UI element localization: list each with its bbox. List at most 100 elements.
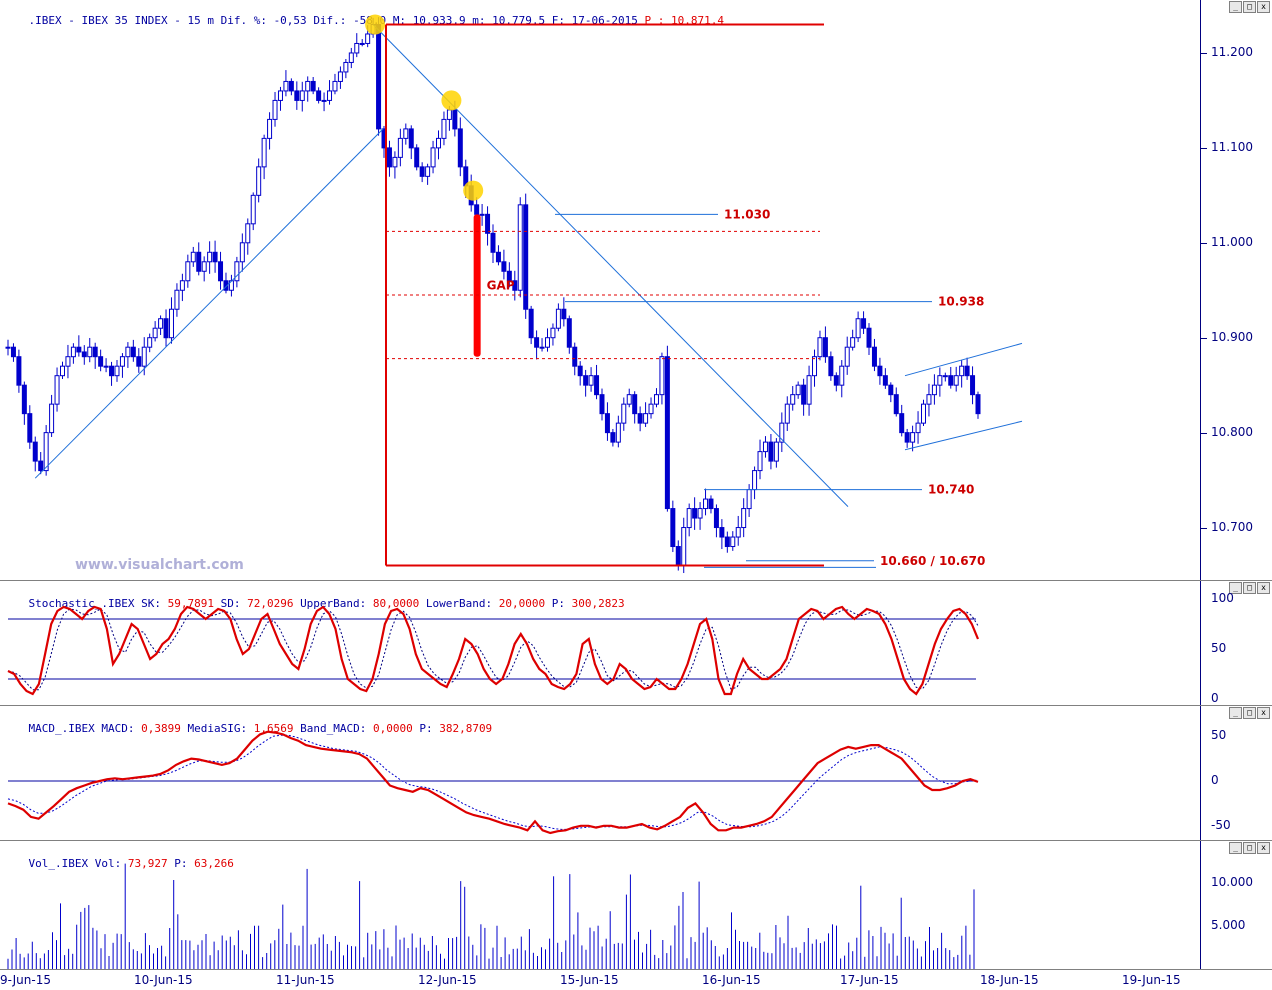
candle-body: [893, 394, 899, 415]
candle-body: [790, 394, 796, 405]
candle-body: [185, 261, 191, 282]
vol-close-button[interactable]: x: [1257, 842, 1270, 854]
candle-body: [436, 137, 442, 149]
stoch-minimize-button[interactable]: _: [1229, 582, 1242, 594]
candle-body: [648, 403, 654, 415]
uptrend-line: [34, 128, 384, 479]
macd-header: MACD_.IBEX MACD: 0,3899 MediaSIG: 1,6569…: [2, 708, 493, 750]
candle-body: [817, 337, 823, 358]
candle-body: [158, 318, 164, 329]
candle-body: [114, 365, 120, 377]
stochastic-panel[interactable]: Stochastic_.IBEX SK: 59,7891 SD: 72,0296…: [0, 580, 1272, 706]
candle-body: [839, 365, 845, 386]
sig-value: 1,6569: [253, 722, 294, 735]
macd-close-button[interactable]: x: [1257, 707, 1270, 719]
candle-body: [76, 346, 82, 353]
vol-maximize-button[interactable]: □: [1243, 842, 1256, 854]
candle-body: [223, 280, 229, 291]
candle-body: [741, 508, 747, 529]
price-tick-label: 10.900: [1211, 329, 1253, 344]
volume-panel[interactable]: Vol_.IBEX Vol: 73,927 P: 63,266 _ □ x 10…: [0, 840, 1272, 970]
candle-body: [98, 356, 104, 367]
price-tick-mark: [1201, 432, 1207, 434]
price-chart[interactable]: GAP 11.030 10.938 10.740 10.660 / 10.670: [0, 0, 1200, 580]
close-button[interactable]: x: [1257, 1, 1270, 13]
candle-body: [386, 147, 392, 168]
candle-body: [397, 137, 403, 158]
macd-chart[interactable]: [0, 706, 1200, 841]
stoch-maximize-button[interactable]: □: [1243, 582, 1256, 594]
macd-tick-label: 0: [1211, 773, 1219, 787]
candle-body: [408, 128, 414, 149]
candle-body: [708, 498, 714, 510]
candle-body: [163, 318, 169, 339]
dif-label: Dif.:: [313, 14, 347, 27]
macd-maximize-button[interactable]: □: [1243, 707, 1256, 719]
candle-body: [490, 232, 496, 253]
dif-pct-value: -0,53: [273, 14, 307, 27]
candle-body: [430, 147, 436, 168]
candle-body: [746, 489, 752, 510]
macd-p-value: 382,8709: [439, 722, 493, 735]
candle-body: [926, 394, 932, 405]
date-tick-label: 19-Jun-15: [1122, 973, 1181, 987]
candle-body: [495, 251, 501, 263]
candle-body: [861, 318, 867, 329]
band-label: Band_MACD:: [300, 722, 367, 735]
candle-body: [305, 80, 311, 92]
candle-body: [506, 270, 512, 282]
volume-window-buttons: _ □ x: [1229, 842, 1270, 854]
price-panel[interactable]: .IBEX - IBEX 35 INDEX - 15 m Dif. %: -0,…: [0, 0, 1272, 580]
vol-minimize-button[interactable]: _: [1229, 842, 1242, 854]
candle-body: [321, 99, 327, 102]
yellow-marker: [365, 14, 386, 35]
candle-body: [414, 147, 420, 168]
candle-body: [119, 356, 125, 367]
lower-value: 20,0000: [498, 597, 546, 610]
minimize-button[interactable]: _: [1229, 1, 1242, 13]
candle-body: [316, 90, 322, 101]
stoch-close-button[interactable]: x: [1257, 582, 1270, 594]
candle-body: [752, 470, 758, 491]
stochastic-axis: 100 50 0: [1200, 581, 1272, 706]
macd-value: 0,3899: [141, 722, 181, 735]
candle-body: [147, 337, 153, 348]
candle-body: [828, 356, 834, 377]
stochastic-chart[interactable]: [0, 581, 1200, 706]
candle-body: [32, 441, 38, 462]
candle-body: [87, 346, 93, 358]
gap-bar: [473, 214, 481, 357]
maximize-button[interactable]: □: [1243, 1, 1256, 13]
candle-body: [599, 394, 605, 415]
candle-body: [239, 242, 245, 263]
candle-body: [136, 356, 142, 367]
macd-p-label: P:: [419, 722, 433, 735]
sig-label: MediaSIG:: [187, 722, 248, 735]
sd-value: 72,0296: [247, 597, 294, 610]
channel-upper-line: [904, 342, 1023, 377]
candle-body: [457, 128, 463, 168]
yellow-marker: [463, 180, 484, 201]
candle-body: [70, 346, 76, 358]
candle-body: [365, 33, 371, 44]
volume-label: Vol_.IBEX: [28, 857, 89, 870]
candle-body: [921, 403, 927, 424]
candle-body: [141, 346, 147, 367]
candle-body: [359, 42, 365, 45]
candle-body: [588, 375, 594, 386]
candle-body: [577, 365, 583, 377]
candle-body: [299, 90, 305, 101]
candle-body: [354, 42, 360, 54]
candle-body: [54, 375, 60, 405]
macd-minimize-button[interactable]: _: [1229, 707, 1242, 719]
candle-body: [975, 394, 981, 415]
volume-tick-label: 5.000: [1211, 917, 1246, 932]
candle-body: [871, 346, 877, 367]
price-axis: 11.200 11.100 11.000 10.900 10.800 10.700: [1200, 0, 1272, 580]
candle-body: [523, 204, 529, 310]
macd-panel[interactable]: MACD_.IBEX MACD: 0,3899 MediaSIG: 1,6569…: [0, 705, 1272, 841]
volume-chart[interactable]: [0, 841, 1200, 970]
candle-body: [801, 384, 807, 405]
candle-body: [703, 498, 709, 510]
candle-body: [245, 223, 251, 244]
